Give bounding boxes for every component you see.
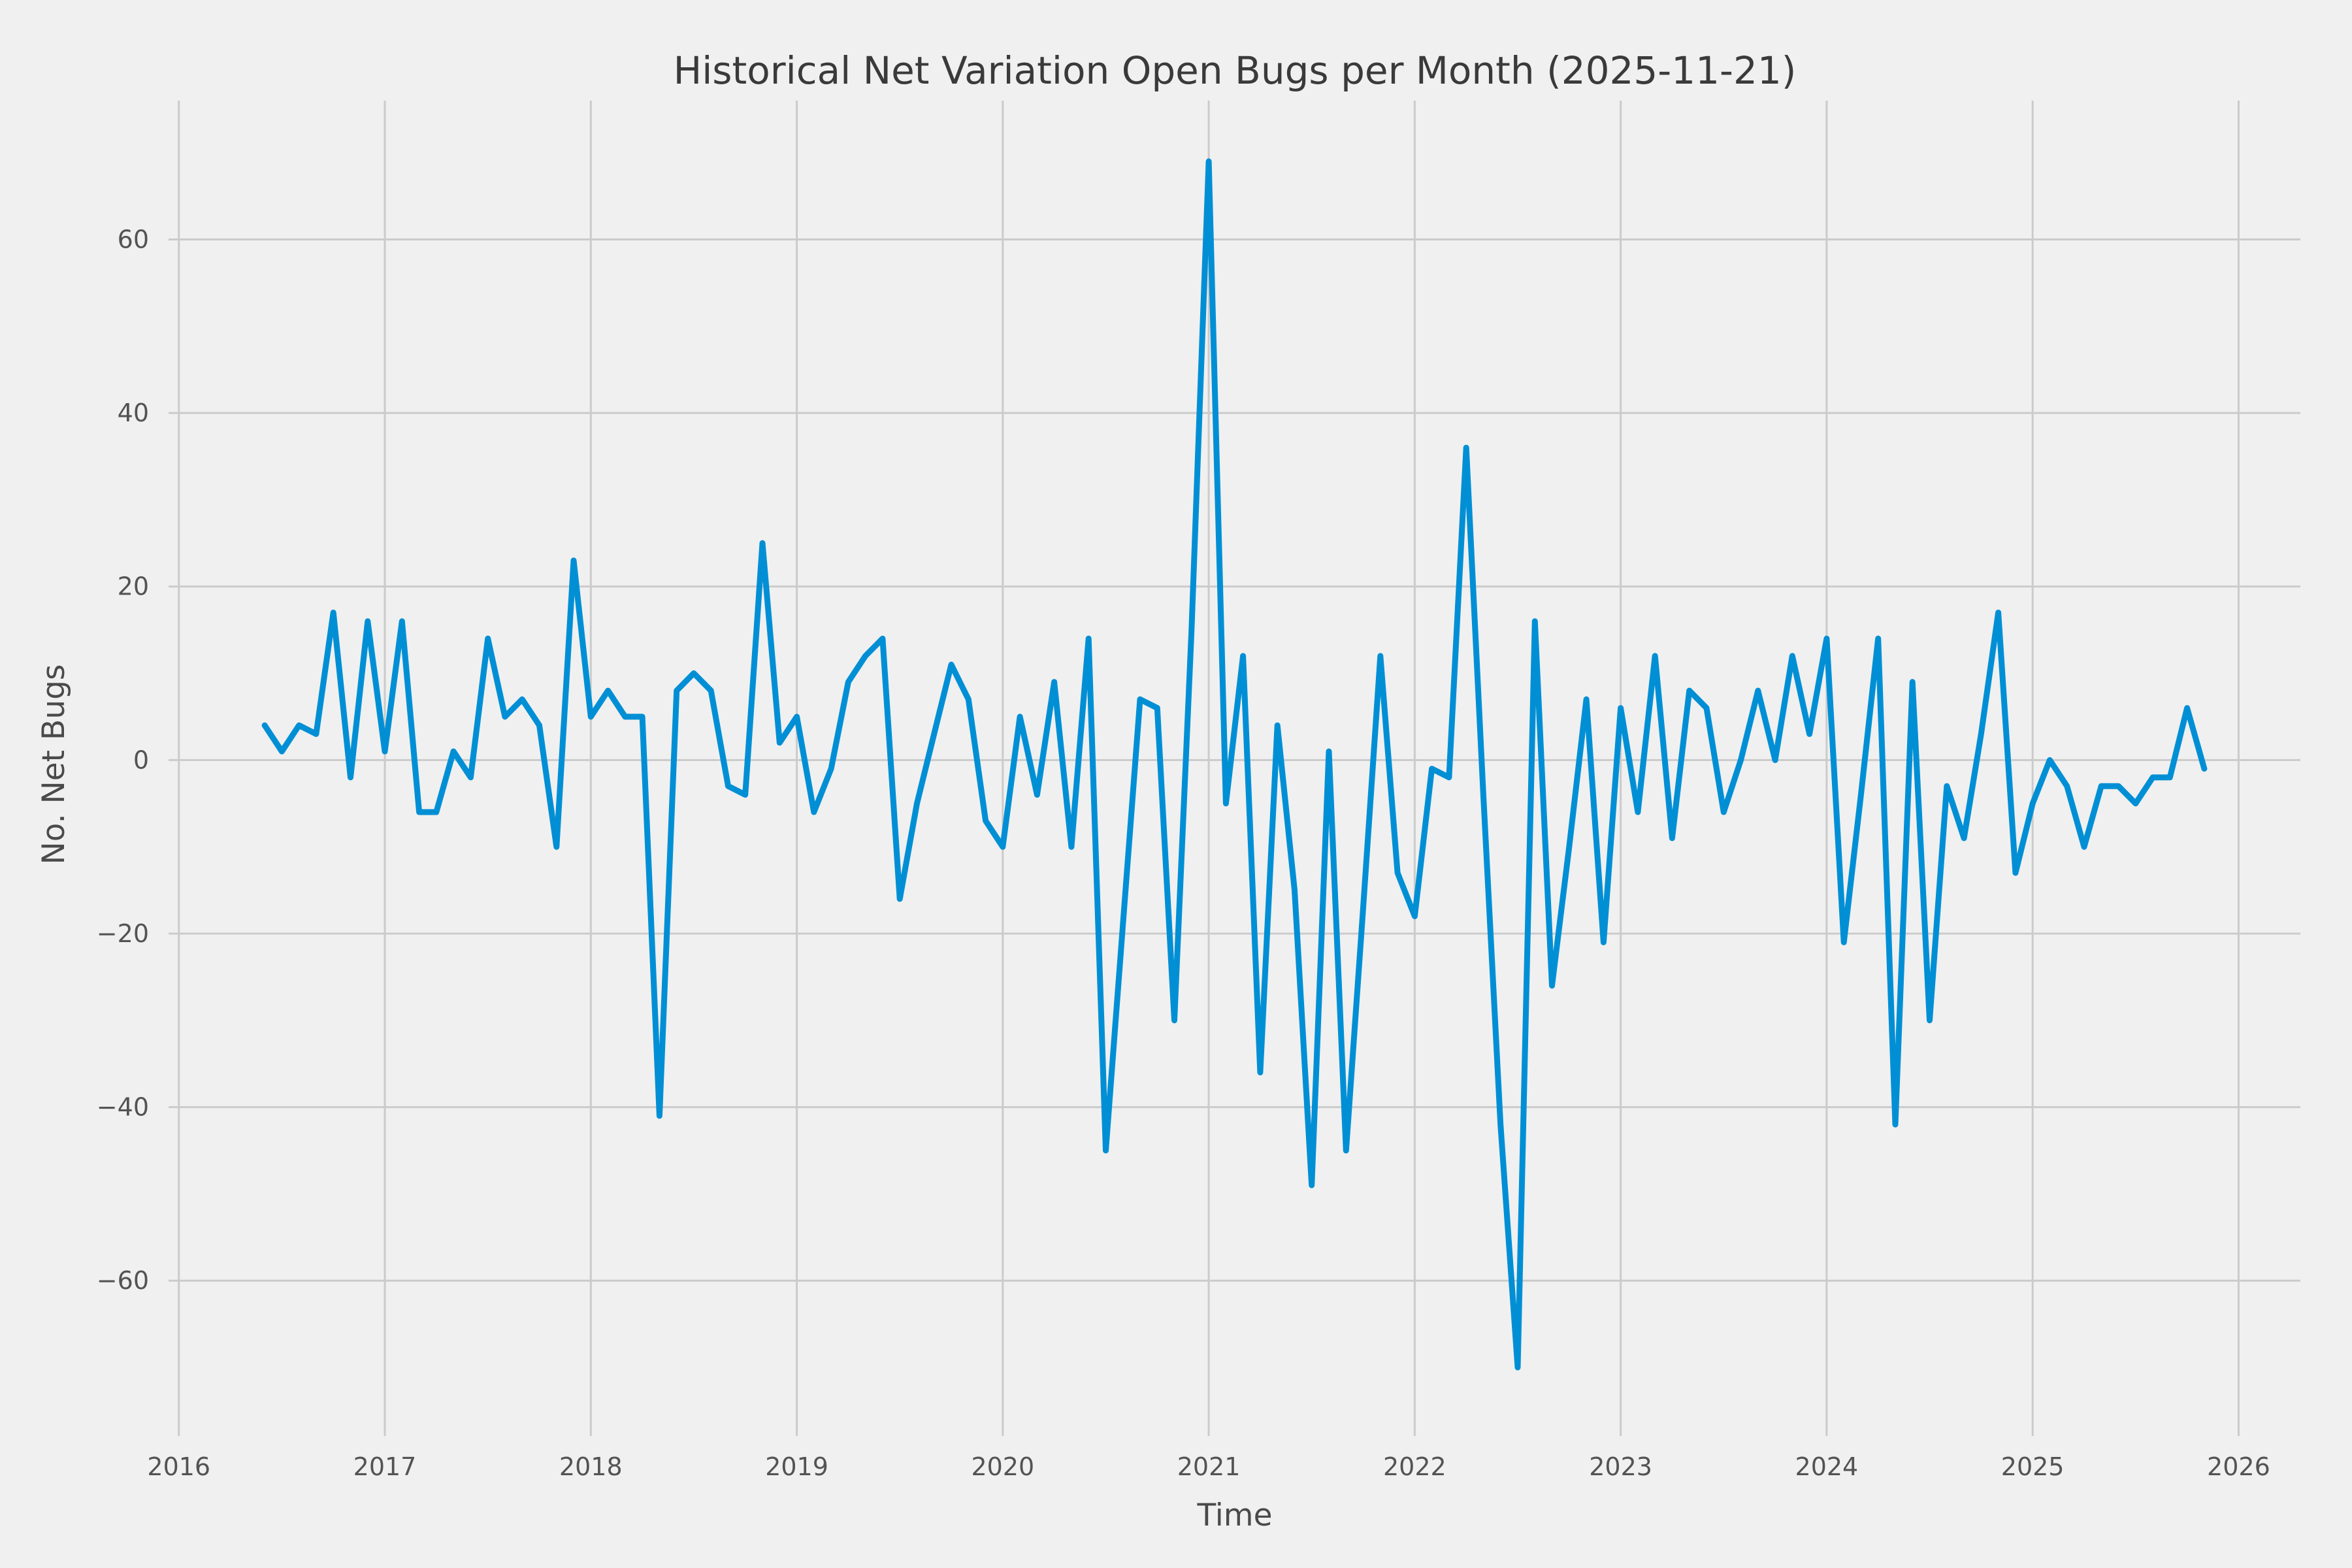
x-tick-label: 2025 — [2001, 1452, 2065, 1481]
plot-area — [169, 101, 2300, 1428]
x-tick-label: 2022 — [1383, 1452, 1446, 1481]
x-axis-label: Time — [1196, 1497, 1272, 1533]
x-tick-label: 2016 — [147, 1452, 210, 1481]
y-tick-label: 40 — [118, 399, 149, 427]
y-tick-label: −40 — [97, 1093, 149, 1122]
grid-lines — [169, 101, 2300, 1428]
y-tick-label: 20 — [118, 572, 149, 601]
axis-ticks — [178, 1428, 2240, 1436]
data-series — [261, 158, 2208, 1371]
x-tick-label: 2023 — [1589, 1452, 1652, 1481]
x-tick-label: 2024 — [1795, 1452, 1859, 1481]
y-tick-label: −20 — [97, 919, 149, 948]
x-tick-label: 2019 — [765, 1452, 828, 1481]
x-tick-label: 2017 — [353, 1452, 417, 1481]
y-tick-label: 0 — [133, 745, 149, 774]
plot-line — [261, 158, 2208, 1371]
chart-title: Historical Net Variation Open Bugs per M… — [674, 48, 1797, 93]
x-tick-label: 2018 — [559, 1452, 623, 1481]
y-axis-label: No. Net Bugs — [36, 664, 72, 865]
x-tick-label: 2021 — [1177, 1452, 1241, 1481]
y-tick-label: −60 — [97, 1266, 149, 1295]
tick-labels: 2016 2017 2018 2019 2020 2021 2022 2023 2024 2025… — [97, 225, 2270, 1481]
x-tick-label: 2026 — [2207, 1452, 2270, 1481]
y-tick-label: 60 — [118, 225, 149, 253]
x-tick-label: 2020 — [971, 1452, 1034, 1481]
